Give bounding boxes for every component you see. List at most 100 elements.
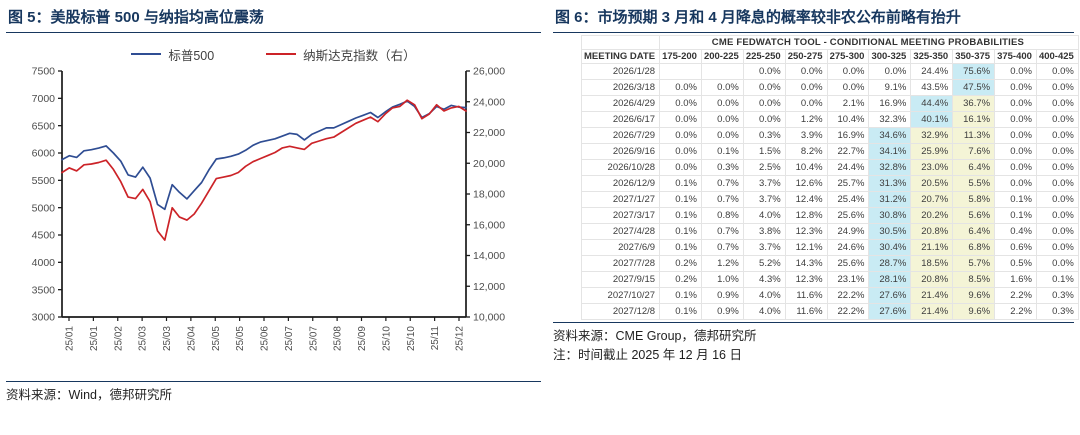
probability-cell: 34.1% <box>868 143 912 160</box>
probability-cell: 22.2% <box>826 303 870 320</box>
meeting-date-cell: 2027/1/27 <box>580 191 661 208</box>
probability-cell: 25.6% <box>826 207 870 224</box>
probability-cell: 28.7% <box>868 255 912 272</box>
table-row: 2026/9/16 0.0% 0.1% 1.5% 8.2% 22.7% 34.1% 25.9%… <box>580 143 1079 160</box>
probability-cell: 8.5% <box>952 271 996 288</box>
probability-cell: 25.7% <box>826 175 870 192</box>
probability-cell: 23.1% <box>826 271 870 288</box>
probability-cell: 0.3% <box>742 127 786 144</box>
svg-text:10,000: 10,000 <box>473 312 505 324</box>
probability-cell: 47.5% <box>952 79 996 96</box>
meeting-date-cell: 2026/6/17 <box>580 111 661 128</box>
probability-cell: 3.7% <box>742 191 786 208</box>
probability-cell: 3.8% <box>742 223 786 240</box>
svg-text:25/01: 25/01 <box>65 326 76 351</box>
svg-text:25/07: 25/07 <box>284 326 295 351</box>
probability-cell: 5.6% <box>952 207 996 224</box>
probability-cell: 0.0% <box>742 79 786 96</box>
probability-cell: 0.0% <box>1035 143 1079 160</box>
probability-cell: 3.7% <box>742 239 786 256</box>
probability-cell: 4.0% <box>742 287 786 304</box>
meeting-date-cell: 2026/1/28 <box>580 63 661 80</box>
probability-cell: 12.3% <box>784 271 828 288</box>
rate-range-header: 325-350 <box>910 49 954 64</box>
probability-cell: 1.2% <box>700 255 744 272</box>
probability-cell: 10.4% <box>784 159 828 176</box>
sp500-line-swatch <box>131 53 162 55</box>
probability-cell: 1.6% <box>994 271 1037 288</box>
svg-text:4000: 4000 <box>32 257 56 269</box>
probability-cell: 0.3% <box>1035 303 1079 320</box>
table-row: 2027/4/28 0.1% 0.7% 3.8% 12.3% 24.9% 30.5% 20.8… <box>580 223 1079 240</box>
probability-cell: 0.7% <box>700 191 744 208</box>
meeting-date-cell: 2027/10/27 <box>580 287 661 304</box>
meeting-date-cell: 2026/9/16 <box>580 143 661 160</box>
probability-cell: 0.0% <box>659 95 702 112</box>
svg-text:25/01: 25/01 <box>89 326 100 351</box>
probability-cell: 0.0% <box>742 95 786 112</box>
probability-cell: 27.6% <box>868 287 912 304</box>
meeting-date-header: MEETING DATE <box>580 49 661 64</box>
probability-cell: 0.3% <box>1035 287 1079 304</box>
probability-cell: 0.0% <box>1035 79 1079 96</box>
probability-cell: 0.0% <box>994 159 1037 176</box>
meeting-date-cell: 2027/7/28 <box>580 255 661 272</box>
probability-cell: 0.0% <box>784 63 828 80</box>
probability-cell: 24.9% <box>826 223 870 240</box>
figure5-title-rule <box>6 32 541 33</box>
probability-cell: 0.0% <box>700 95 744 112</box>
line-chart: 7500 7000 6500 6000 5500 5000 4500 4000 3500 3000… <box>32 66 506 351</box>
probability-cell: 0.0% <box>1035 191 1079 208</box>
probability-cell: 22.2% <box>826 287 870 304</box>
probability-cell: 0.0% <box>994 143 1037 160</box>
figure5-panel: 图 5：美股标普 500 与纳指均高位震荡 标普500 纳斯达克指数（右） 75… <box>6 9 541 402</box>
probability-cell: 0.0% <box>1035 111 1079 128</box>
probability-cell: 0.0% <box>994 79 1037 96</box>
probability-cell: 25.6% <box>826 255 870 272</box>
probability-cell: 0.9% <box>700 303 744 320</box>
probability-cell: 0.9% <box>700 287 744 304</box>
probability-cell: 0.0% <box>868 63 912 80</box>
svg-text:25/12: 25/12 <box>455 326 466 351</box>
probability-cell: 12.1% <box>784 239 828 256</box>
probability-cell: 23.0% <box>910 159 954 176</box>
svg-text:7000: 7000 <box>32 93 56 105</box>
probability-cell <box>700 63 744 80</box>
probability-cell: 44.4% <box>910 95 954 112</box>
legend-label-sp500: 标普500 <box>168 48 215 63</box>
probability-cell: 0.1% <box>659 175 702 192</box>
probability-cell: 2.2% <box>994 303 1037 320</box>
probability-cell: 6.8% <box>952 239 996 256</box>
probability-cell: 0.4% <box>994 223 1037 240</box>
probability-cell: 32.9% <box>910 127 954 144</box>
table-row: 2027/12/8 0.1% 0.9% 4.0% 11.6% 22.2% 27.6% 21.4… <box>580 303 1079 320</box>
meeting-date-cell: 2027/6/9 <box>580 239 661 256</box>
probability-cell: 28.1% <box>868 271 912 288</box>
table-row: 2026/1/28 0.0% 0.0% 0.0% 0.0% 24.4% 75.6% 0.0% 0… <box>580 63 1079 80</box>
probability-cell: 0.1% <box>659 191 702 208</box>
svg-text:25/09: 25/09 <box>357 326 368 351</box>
probability-cell: 2.5% <box>742 159 786 176</box>
svg-text:5000: 5000 <box>32 202 56 214</box>
probability-cell: 0.6% <box>994 239 1037 256</box>
probability-cell: 0.0% <box>659 143 702 160</box>
figure6-title-rule <box>553 32 1074 33</box>
meeting-date-cell: 2026/12/9 <box>580 175 661 192</box>
probability-cell: 16.9% <box>826 127 870 144</box>
probability-cell: 0.0% <box>1035 95 1079 112</box>
rate-range-header: 200-225 <box>700 49 744 64</box>
probability-cell: 21.4% <box>910 303 954 320</box>
figure6-bottom-rule <box>553 322 1074 323</box>
probability-cell: 0.1% <box>659 207 702 224</box>
table-row: 2026/7/29 0.0% 0.0% 0.3% 3.9% 16.9% 34.6% 32.9%… <box>580 127 1079 144</box>
table-row: 2027/1/27 0.1% 0.7% 3.7% 12.4% 25.4% 31.2% 20.7… <box>580 191 1079 208</box>
table-row: 2027/7/28 0.2% 1.2% 5.2% 14.3% 25.6% 28.7% 18.5… <box>580 255 1079 272</box>
table-span-header-row: CME FEDWATCH TOOL - CONDITIONAL MEETING … <box>580 35 1079 50</box>
probability-cell: 0.0% <box>659 111 702 128</box>
probability-cell: 9.1% <box>868 79 912 96</box>
figure5-source: 资料来源：Wind，德邦研究所 <box>6 388 172 402</box>
probability-cell: 20.8% <box>910 271 954 288</box>
probability-cell: 0.0% <box>1035 239 1079 256</box>
svg-text:20,000: 20,000 <box>473 158 505 170</box>
rate-range-header: 275-300 <box>826 49 870 64</box>
